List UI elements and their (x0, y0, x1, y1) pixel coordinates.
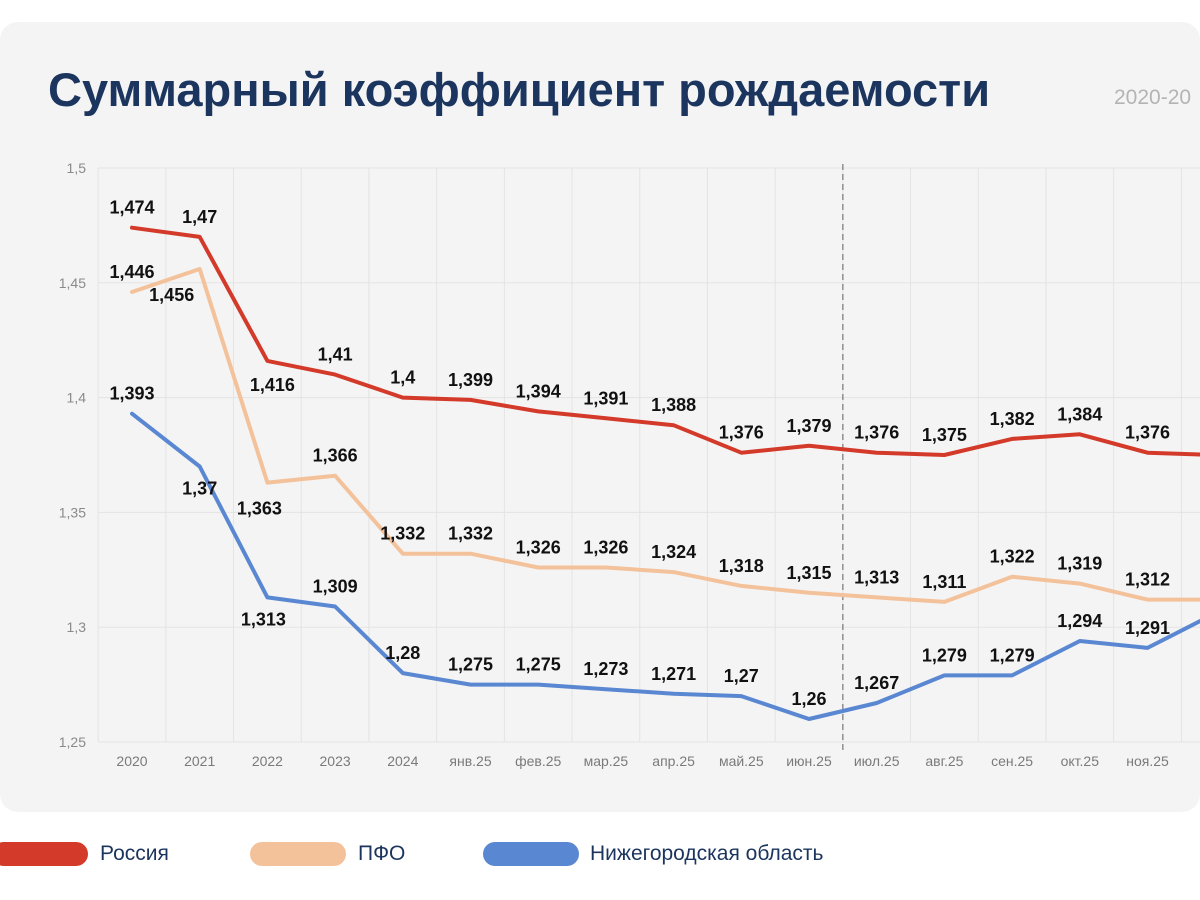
data-label-russia: 1,375 (922, 425, 967, 445)
x-tick-label: апр.25 (652, 753, 695, 769)
data-label-russia: 1,416 (250, 375, 295, 395)
data-label-pfo: 1,446 (109, 262, 154, 282)
data-label-pfo: 1,326 (583, 538, 628, 558)
data-label-russia: 1,379 (786, 416, 831, 436)
data-label-russia: 1,47 (182, 207, 217, 227)
series-line-nizhny (130, 411, 1200, 721)
x-tick-label: июн.25 (786, 753, 832, 769)
legend-label-pfo: ПФО (358, 842, 406, 865)
x-tick-label: мар.25 (584, 753, 629, 769)
data-label-nizhny: 1,279 (990, 645, 1035, 665)
legend-label-nizhny: Нижегородская область (590, 842, 824, 865)
y-tick-label: 1,4 (67, 390, 87, 406)
data-label-nizhny: 1,273 (583, 659, 628, 679)
data-label-pfo: 1,311 (922, 572, 966, 592)
y-tick-label: 1,5 (67, 160, 87, 176)
data-label-pfo: 1,366 (313, 446, 358, 466)
x-tick-label: июл.25 (854, 753, 900, 769)
data-label-nizhny: 1,291 (1125, 618, 1170, 638)
data-label-nizhny: 1,279 (922, 645, 967, 665)
data-label-russia: 1,41 (318, 345, 353, 365)
data-label-pfo: 1,315 (786, 563, 831, 583)
data-label-pfo: 1,456 (149, 285, 194, 305)
y-tick-label: 1,25 (59, 734, 86, 750)
data-label-pfo: 1,324 (651, 542, 696, 562)
series-line-russia (130, 225, 1200, 457)
x-tick-label: фев.25 (515, 753, 561, 769)
line-chart: 1,25 1,3 1,35 1,4 1,45 1,5 2020 2021 2022 2023 202… (59, 160, 1200, 769)
data-label-nizhny: 1,313 (241, 609, 286, 629)
y-tick-label: 1,3 (67, 619, 87, 635)
data-label-pfo: 1,332 (448, 524, 493, 544)
x-tick-label: 2023 (320, 753, 351, 769)
data-label-pfo: 1,313 (854, 567, 899, 587)
data-label-nizhny: 1,28 (385, 643, 420, 663)
data-label-pfo: 1,312 (1125, 570, 1170, 590)
x-tick-label: янв.25 (449, 753, 491, 769)
data-label-nizhny: 1,275 (448, 655, 493, 675)
data-label-nizhny: 1,267 (854, 673, 899, 693)
data-label-russia: 1,474 (109, 198, 154, 218)
data-label-pfo: 1,319 (1057, 554, 1102, 574)
chart-title: Суммарный коэффициент рождаемости (48, 63, 991, 116)
data-label-russia: 1,394 (516, 381, 561, 401)
x-tick-label: май.25 (719, 753, 764, 769)
legend-swatch-russia (0, 842, 88, 866)
data-label-pfo: 1,363 (237, 499, 282, 519)
x-tick-label: окт.25 (1061, 753, 1100, 769)
series-line-pfo (130, 267, 1200, 604)
x-tick-label: сен.25 (991, 753, 1033, 769)
data-label-nizhny: 1,26 (791, 689, 826, 709)
y-tick-label: 1,35 (59, 504, 86, 520)
data-label-russia: 1,382 (990, 409, 1035, 429)
x-tick-label: 2022 (252, 753, 283, 769)
x-tick-label: 2024 (387, 753, 418, 769)
data-label-nizhny: 1,309 (313, 577, 358, 597)
data-label-russia: 1,399 (448, 370, 493, 390)
data-label-nizhny: 1,294 (1057, 611, 1102, 631)
data-label-nizhny: 1,27 (724, 666, 759, 686)
legend-swatch-pfo (250, 842, 346, 866)
data-label-russia: 1,384 (1057, 404, 1102, 424)
chart-subtitle: 2020-20 (1114, 86, 1192, 109)
legend-label-russia: Россия (100, 842, 169, 865)
data-label-russia: 1,388 (651, 395, 696, 415)
x-tick-label: ноя.25 (1126, 753, 1169, 769)
data-label-pfo: 1,326 (516, 538, 561, 558)
x-tick-label: 2021 (184, 753, 215, 769)
data-label-nizhny: 1,393 (109, 384, 154, 404)
data-label-pfo: 1,332 (380, 524, 425, 544)
x-tick-label: 2020 (116, 753, 147, 769)
data-label-pfo: 1,318 (719, 556, 764, 576)
data-label-nizhny: 1,37 (182, 478, 217, 498)
data-label-nizhny: 1,271 (651, 664, 696, 684)
x-tick-label: авг.25 (925, 753, 963, 769)
data-label-russia: 1,376 (719, 423, 764, 443)
legend: Россия ПФО Нижегородская область (0, 838, 1200, 872)
data-label-russia: 1,376 (854, 423, 899, 443)
data-label-nizhny: 1,275 (516, 655, 561, 675)
y-tick-label: 1,45 (59, 275, 86, 291)
data-label-russia: 1,391 (583, 388, 628, 408)
data-label-russia: 1,376 (1125, 423, 1170, 443)
data-label-russia: 1,4 (390, 368, 415, 388)
data-label-pfo: 1,322 (990, 547, 1035, 567)
legend-swatch-nizhny (483, 842, 579, 866)
